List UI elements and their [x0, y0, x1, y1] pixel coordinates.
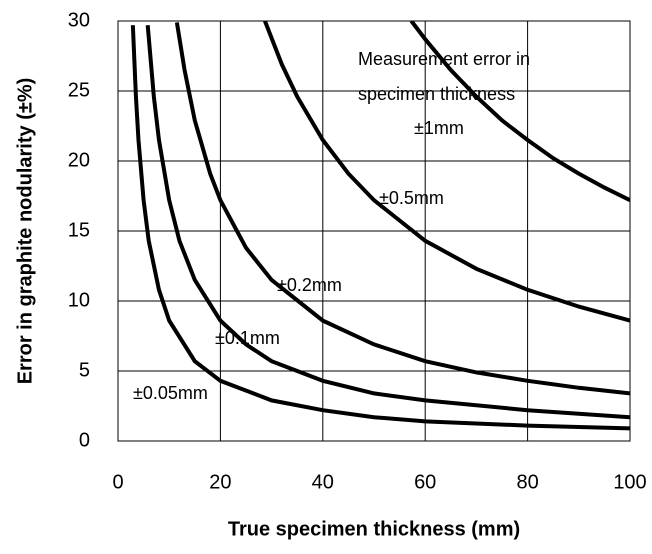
annotation: Measurement error in [358, 49, 530, 69]
curve-label: ±0.5mm [379, 188, 444, 208]
curve-label: ±0.1mm [215, 328, 280, 348]
x-axis-label: True specimen thickness (mm) [228, 518, 520, 540]
y-tick-label: 15 [68, 219, 90, 241]
curve [263, 21, 630, 323]
y-tick-label: 30 [68, 9, 90, 31]
x-tick-label: 40 [312, 471, 334, 493]
curve [409, 21, 630, 202]
y-tick-label: 10 [68, 289, 90, 311]
curve-label: ±0.2mm [277, 275, 342, 295]
curve-label: ±0.05mm [133, 383, 208, 403]
curve [130, 25, 630, 431]
curve-label: ±1mm [414, 118, 464, 138]
x-tick-label: 20 [209, 471, 231, 493]
x-tick-label: 0 [112, 471, 123, 493]
x-tick-label: 80 [516, 471, 538, 493]
y-tick-label: 5 [79, 359, 90, 381]
y-axis-label: Error in graphite nodularity (±%) [14, 78, 36, 385]
x-tick-label: 100 [613, 471, 646, 493]
curve [145, 25, 630, 420]
y-tick-label: 20 [68, 149, 90, 171]
y-tick-label: 0 [79, 429, 90, 451]
y-tick-label: 25 [68, 79, 90, 101]
x-tick-label: 60 [414, 471, 436, 493]
annotation: specimen thickness [358, 84, 515, 104]
curve [174, 22, 630, 396]
